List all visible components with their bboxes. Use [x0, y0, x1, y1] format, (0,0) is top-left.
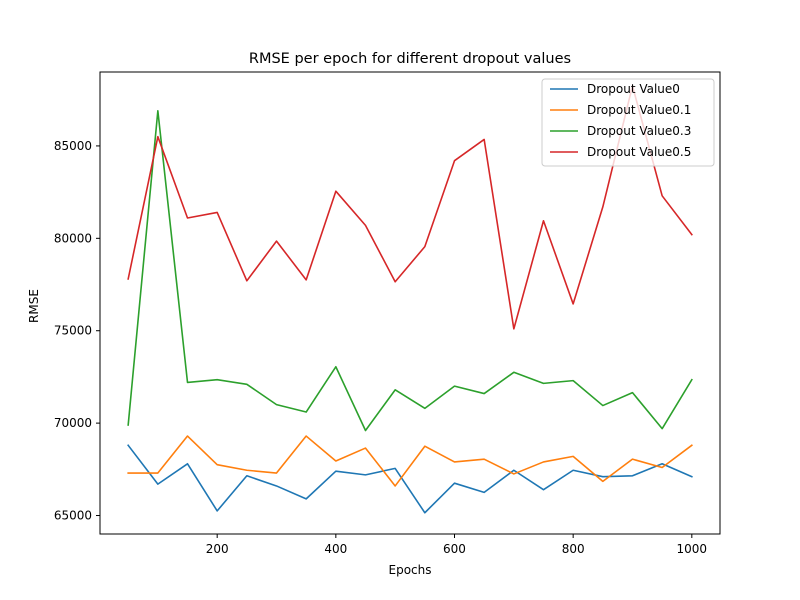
x-tick-label: 800 [562, 542, 585, 556]
series-line-2 [127, 110, 693, 432]
axes-frame [99, 71, 721, 535]
y-tick-label: 75000 [54, 324, 92, 338]
legend-label: Dropout Value0.1 [587, 103, 691, 117]
series-line-0 [127, 444, 693, 514]
legend-label: Dropout Value0.3 [587, 124, 691, 138]
x-tick-label: 600 [443, 542, 466, 556]
x-axis-label: Epochs [389, 563, 432, 577]
legend-label: Dropout Value0 [587, 82, 680, 96]
plot-area: 200 400 600 800 1000 65000 70000 75000 80000 8500… [54, 71, 721, 556]
chart-title: RMSE per epoch for different dropout val… [249, 51, 571, 67]
legend-box [541, 78, 715, 167]
series-line-3 [127, 85, 693, 330]
y-tick-label: 65000 [54, 509, 92, 523]
x-tick-label: 200 [206, 542, 229, 556]
y-tick-label: 80000 [54, 231, 92, 245]
legend-label: Dropout Value0.5 [587, 145, 691, 159]
y-tick-label: 85000 [54, 139, 92, 153]
y-axis-label: RMSE [27, 289, 41, 323]
y-tick-label: 70000 [54, 416, 92, 430]
series-line-1 [127, 435, 693, 487]
x-tick-label: 400 [324, 542, 347, 556]
legend: Dropout Value0 Dropout Value0.1 Dropout Va… [541, 78, 715, 167]
x-tick-label: 1000 [677, 542, 708, 556]
